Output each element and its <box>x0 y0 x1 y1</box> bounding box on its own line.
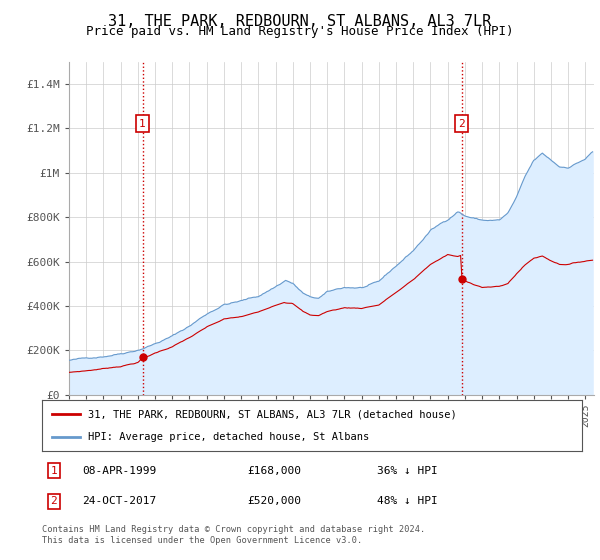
Text: 2: 2 <box>458 119 465 129</box>
Text: 48% ↓ HPI: 48% ↓ HPI <box>377 496 437 506</box>
Text: Price paid vs. HM Land Registry's House Price Index (HPI): Price paid vs. HM Land Registry's House … <box>86 25 514 38</box>
Text: 24-OCT-2017: 24-OCT-2017 <box>83 496 157 506</box>
Text: Contains HM Land Registry data © Crown copyright and database right 2024.
This d: Contains HM Land Registry data © Crown c… <box>42 525 425 545</box>
Text: 36% ↓ HPI: 36% ↓ HPI <box>377 465 437 475</box>
Text: £168,000: £168,000 <box>247 465 301 475</box>
Text: 31, THE PARK, REDBOURN, ST ALBANS, AL3 7LR: 31, THE PARK, REDBOURN, ST ALBANS, AL3 7… <box>109 14 491 29</box>
Text: 1: 1 <box>139 119 146 129</box>
Text: £520,000: £520,000 <box>247 496 301 506</box>
Text: 1: 1 <box>50 465 57 475</box>
Text: 08-APR-1999: 08-APR-1999 <box>83 465 157 475</box>
Text: 2: 2 <box>50 496 57 506</box>
Text: HPI: Average price, detached house, St Albans: HPI: Average price, detached house, St A… <box>88 432 369 442</box>
Text: 31, THE PARK, REDBOURN, ST ALBANS, AL3 7LR (detached house): 31, THE PARK, REDBOURN, ST ALBANS, AL3 7… <box>88 409 457 419</box>
